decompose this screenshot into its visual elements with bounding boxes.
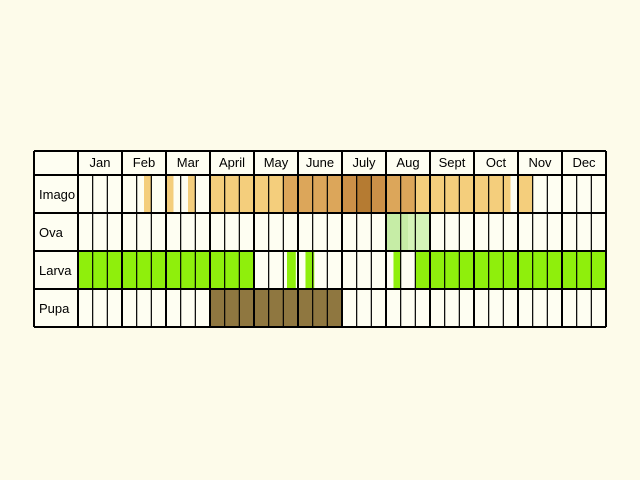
month-label: Feb [133,155,155,170]
period-bar-pupa [210,289,342,327]
period-bar-imago [166,175,174,213]
month-label: Sept [439,155,466,170]
period-bar-larva [393,251,401,289]
period-bar-ova [408,213,430,251]
month-label: July [352,155,376,170]
period-bar-imago [356,175,372,213]
period-bar-imago [144,175,152,213]
period-bar-imago [371,175,386,213]
month-label: April [219,155,245,170]
month-label: Aug [396,155,419,170]
stage-label-imago: Imago [39,187,75,202]
period-bar-imago [327,175,342,213]
month-label: Jan [90,155,111,170]
period-bar-larva [415,251,606,289]
period-bar-imago [518,175,533,213]
period-bar-ova [386,213,408,251]
period-bar-imago [342,175,357,213]
month-label: Dec [572,155,596,170]
period-bar-imago [188,175,196,213]
month-label: Mar [177,155,200,170]
stage-label-larva: Larva [39,263,72,278]
stage-label-pupa: Pupa [39,301,70,316]
period-bar-imago [503,175,511,213]
stage-label-ova: Ova [39,225,64,240]
month-label: June [306,155,334,170]
month-label: May [264,155,289,170]
month-label: Nov [528,155,552,170]
month-label: Oct [486,155,507,170]
period-bar-imago [210,175,284,213]
period-bar-larva [305,251,315,289]
period-bar-larva [287,251,296,289]
